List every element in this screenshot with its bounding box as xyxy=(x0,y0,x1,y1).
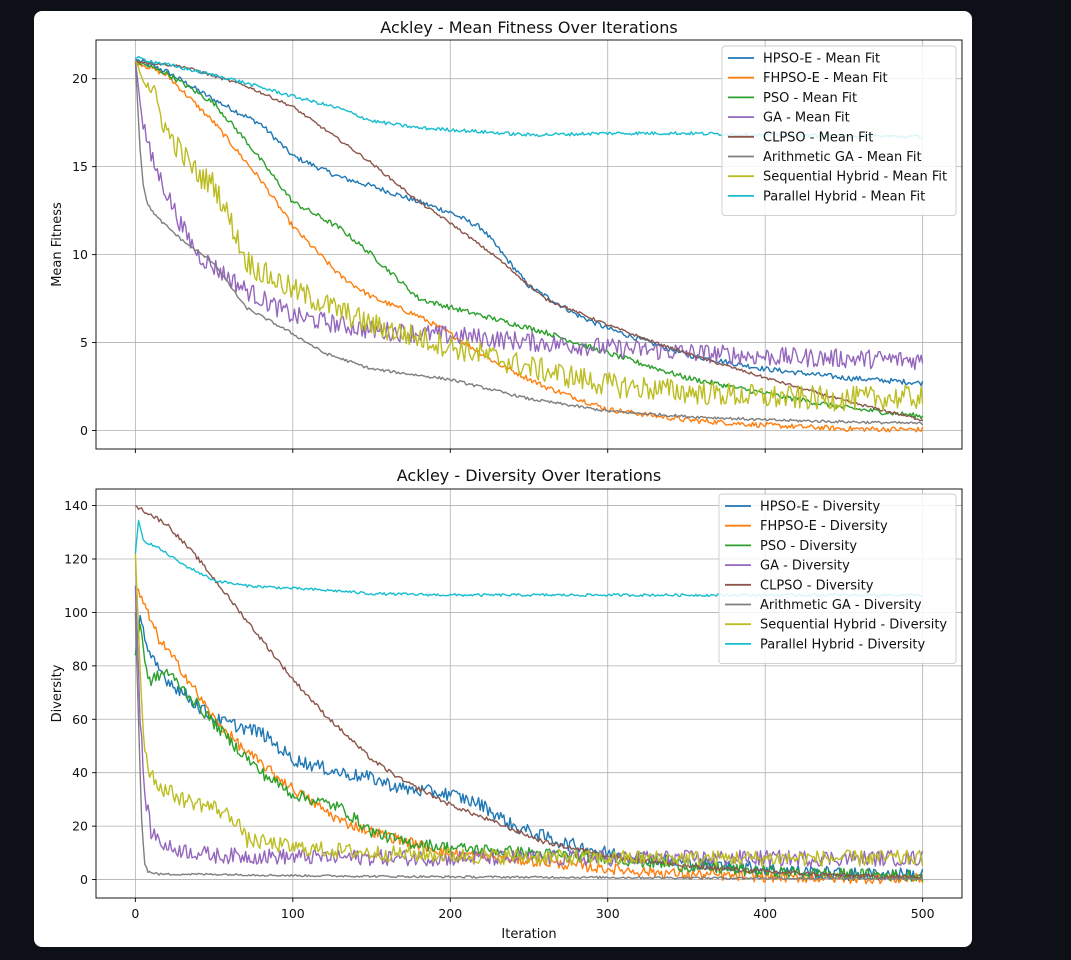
legend-entry-2: FHPSO-E - Diversity xyxy=(760,519,888,534)
y-tick-label: 80 xyxy=(72,658,88,673)
y-tick-label: 140 xyxy=(64,498,88,513)
y-tick-label: 0 xyxy=(80,423,88,438)
series-line-5 xyxy=(135,504,923,880)
series-line-4 xyxy=(134,61,924,371)
y-tick-label: 60 xyxy=(72,712,88,727)
legend-entry-4: GA - Diversity xyxy=(760,559,850,574)
legend-entry-7: Sequential Hybrid - Mean Fit xyxy=(763,170,947,185)
series-line-6 xyxy=(134,612,923,881)
y-tick-label: 5 xyxy=(80,335,88,350)
legend-entry-8: Parallel Hybrid - Diversity xyxy=(760,637,926,652)
legend-entry-6: Arithmetic GA - Mean Fit xyxy=(763,150,922,165)
legend: HPSO-E - Diversity FHPSO-E - Diversity PSO… xyxy=(718,493,957,665)
x-tick-label: 200 xyxy=(438,906,462,921)
legend-entry-2: FHPSO-E - Mean Fit xyxy=(763,71,888,86)
x-tick-label: 500 xyxy=(911,906,935,921)
legend-entry-6: Arithmetic GA - Diversity xyxy=(760,598,922,613)
x-tick-label: 300 xyxy=(596,906,620,921)
y-tick-label: 120 xyxy=(64,551,88,566)
legend-entry-4: GA - Mean Fit xyxy=(763,111,850,126)
legend-entry-1: HPSO-E - Diversity xyxy=(760,500,880,515)
legend-entry-5: CLPSO - Mean Fit xyxy=(763,130,873,145)
legend-box xyxy=(721,45,957,217)
figure: 0 5 10 15 20 Ackley - Mean Fitness Over Itera… xyxy=(50,18,963,942)
y-axis-label: Mean Fitness xyxy=(50,202,65,287)
series-line-7 xyxy=(134,553,924,867)
y-tick-label: 20 xyxy=(72,71,88,86)
legend: HPSO-E - Mean Fit FHPSO-E - Mean Fit PSO -… xyxy=(721,45,957,217)
series-line-1 xyxy=(134,614,924,882)
y-tick-label: 100 xyxy=(64,605,88,620)
y-tick-label: 0 xyxy=(80,872,88,887)
x-tick-label: 100 xyxy=(281,906,305,921)
series-line-6 xyxy=(134,61,924,426)
y-tick-label: 40 xyxy=(72,765,88,780)
y-tick-label: 15 xyxy=(72,159,88,174)
series-line-3 xyxy=(134,624,924,882)
y-tick-label: 20 xyxy=(72,819,88,834)
legend-entry-7: Sequential Hybrid - Diversity xyxy=(760,618,947,633)
series-line-4 xyxy=(134,585,924,867)
x-tick-label: 0 xyxy=(131,906,139,921)
chart-title: Ackley - Diversity Over Iterations xyxy=(397,466,661,485)
series-line-7 xyxy=(134,60,924,412)
x-axis-label: Iteration xyxy=(501,927,556,942)
series-line-3 xyxy=(135,60,924,420)
legend-entry-5: CLPSO - Diversity xyxy=(760,578,874,593)
legend-entry-1: HPSO-E - Mean Fit xyxy=(763,52,880,67)
legend-box xyxy=(718,493,957,665)
series-line-2 xyxy=(135,60,924,433)
chart-card: 0 5 10 15 20 Ackley - Mean Fitness Over Itera… xyxy=(34,11,972,947)
chart-panel-1: 0 5 10 15 20 Ackley - Mean Fitness Over Itera… xyxy=(50,18,963,453)
y-tick-label: 10 xyxy=(72,247,88,262)
series-line-5 xyxy=(135,60,924,422)
legend-entry-3: PSO - Mean Fit xyxy=(763,91,857,106)
legend-entry-3: PSO - Diversity xyxy=(760,539,857,554)
x-tick-label: 400 xyxy=(753,906,777,921)
axes-frame xyxy=(95,39,963,450)
axes-frame xyxy=(95,488,963,899)
chart-title: Ackley - Mean Fitness Over Iterations xyxy=(380,18,677,37)
legend-entry-8: Parallel Hybrid - Mean Fit xyxy=(763,189,925,204)
y-axis-label: Diversity xyxy=(50,664,65,722)
chart-panel-2: 0 100 200 300 400 500 0 20 40 60 80 100 120 140 Ackley… xyxy=(50,466,963,942)
series-line-2 xyxy=(134,585,924,885)
series-line-1 xyxy=(135,58,924,387)
